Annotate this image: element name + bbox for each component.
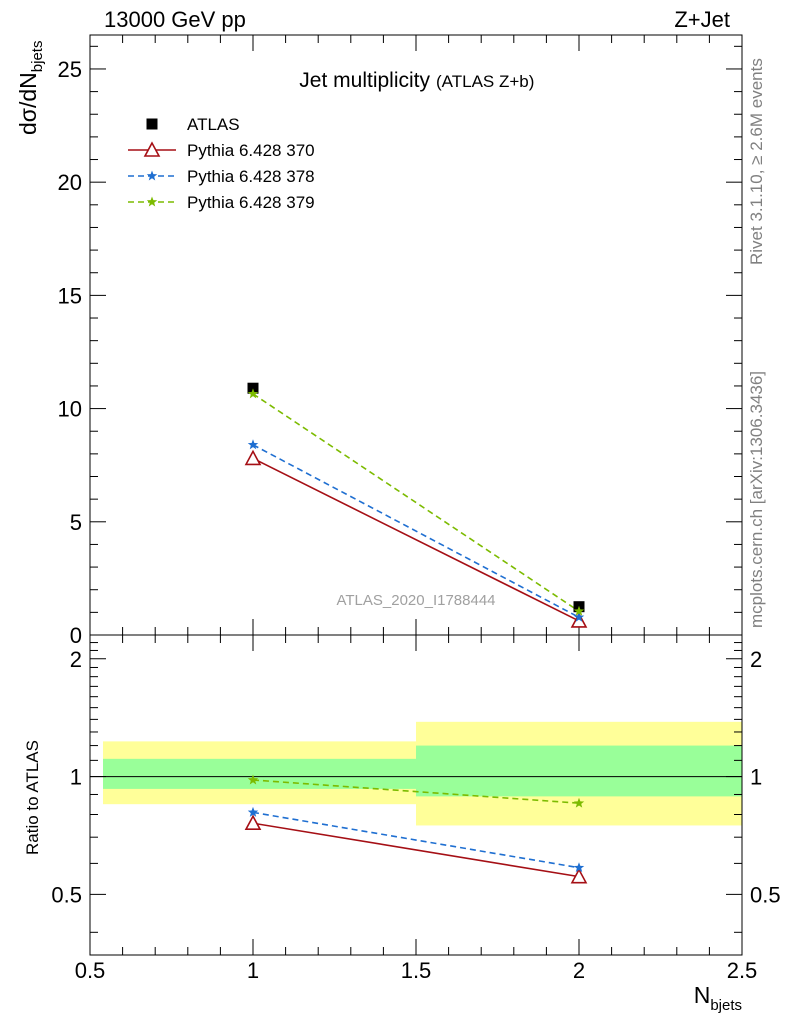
ratio-series-line-1: [252, 811, 580, 869]
main-y-tick-label: 25: [58, 57, 82, 82]
y-axis-label-sub: bjets: [29, 41, 46, 73]
ratio-y-tick-label: 1: [70, 765, 82, 790]
legend-label-1: Pythia 6.428 370: [187, 141, 315, 160]
main-point-3-1: [573, 605, 585, 616]
main-y-tick-label: 15: [58, 283, 82, 308]
ratio-point-2-0: [247, 774, 259, 785]
ratio-point-1-0: [247, 806, 259, 817]
legend-label-0: ATLAS: [187, 115, 240, 134]
ratio-band-green-0: [103, 758, 416, 789]
ratio-y-tick-label-right: 2: [750, 647, 762, 672]
ratio-y-tick-label: 2: [70, 647, 82, 672]
header-energy: 13000 GeV pp: [104, 7, 246, 32]
mcplots-label: mcplots.cern.ch [arXiv:1306.3436]: [747, 371, 766, 628]
ratio-x-tick-label: 0.5: [75, 958, 106, 983]
legend-marker-3: [146, 196, 158, 207]
legend-label-3: Pythia 6.428 379: [187, 193, 315, 212]
main-x-ticks: [89, 35, 743, 635]
ratio-point-0-0: [244, 814, 262, 831]
main-y-tick-label: 20: [58, 170, 82, 195]
x-axis-label-sub: bjets: [710, 997, 742, 1014]
main-point-2-0: [247, 439, 259, 450]
main-y-tick-label: 0: [70, 623, 82, 648]
ratio-x-tick-label: 2.5: [727, 958, 758, 983]
y-axis-label: dσ/dNbjets: [15, 41, 46, 135]
main-series: [244, 382, 588, 628]
ratio-x-tick-label: 1.5: [401, 958, 432, 983]
legend-marker-2: [146, 170, 158, 181]
main-point-0-0: [247, 382, 259, 394]
ratio-panel: 0.5 0.5 1 1 2 2 0.5 1 1.5 2 2.5 Ratio to ATLAS Nb…: [23, 634, 781, 1014]
ratio-bands: [103, 721, 742, 826]
ratio-y-tick-label-right: 1: [750, 765, 762, 790]
ratio-point-2-1: [573, 797, 585, 808]
legend-marker-1: [143, 141, 161, 157]
main-y-tick-label: 5: [70, 510, 82, 535]
main-point-3-0: [247, 388, 259, 399]
legend-marker-0: [146, 118, 158, 130]
chart-subtitle: (ATLAS Z+b): [436, 72, 534, 91]
analysis-label: ATLAS_2020_I1788444: [336, 592, 495, 609]
rivet-label: Rivet 3.1.10, ≥ 2.6M events: [747, 58, 766, 265]
ratio-series-line-2: [252, 779, 580, 804]
ratio-series-line-0: [252, 822, 580, 878]
ratio-series: [244, 774, 588, 884]
main-series-line-1: [252, 457, 580, 622]
ratio-band-green-1: [416, 745, 742, 797]
header-process: Z+Jet: [674, 7, 730, 32]
legend-label-2: Pythia 6.428 378: [187, 167, 315, 186]
ratio-point-1-1: [573, 862, 585, 873]
ratio-x-axis: 0.5 1 1.5 2 2.5: [75, 635, 758, 983]
main-point-1-1: [570, 612, 588, 628]
main-point-1-0: [244, 449, 262, 466]
x-axis-label-main: N: [694, 982, 711, 1008]
main-y-tick-label: 10: [58, 397, 82, 422]
ratio-y-tick-label: 0.5: [51, 882, 82, 907]
ratio-axis-label: Ratio to ATLAS: [23, 740, 42, 855]
x-axis-label: Nbjets: [694, 982, 742, 1014]
main-y-axis: 0 5 10 15 20 25: [58, 45, 742, 648]
ratio-x-tick-label: 2: [573, 958, 585, 983]
legend: ATLAS Pythia 6.428 370 Pythia 6.428 378 Pyt…: [128, 115, 315, 212]
chart-title: Jet multiplicity: [299, 69, 430, 92]
main-series-line-2: [252, 444, 580, 619]
main-series-line-3: [252, 393, 580, 612]
ratio-x-tick-label: 1: [247, 958, 259, 983]
ratio-point-0-1: [570, 867, 588, 884]
ratio-y-axis: 0.5 0.5 1 1 2 2: [51, 642, 781, 933]
y-axis-label-main: dσ/dN: [15, 72, 41, 135]
main-point-2-1: [573, 611, 585, 622]
ratio-y-tick-label-right: 0.5: [750, 882, 781, 907]
